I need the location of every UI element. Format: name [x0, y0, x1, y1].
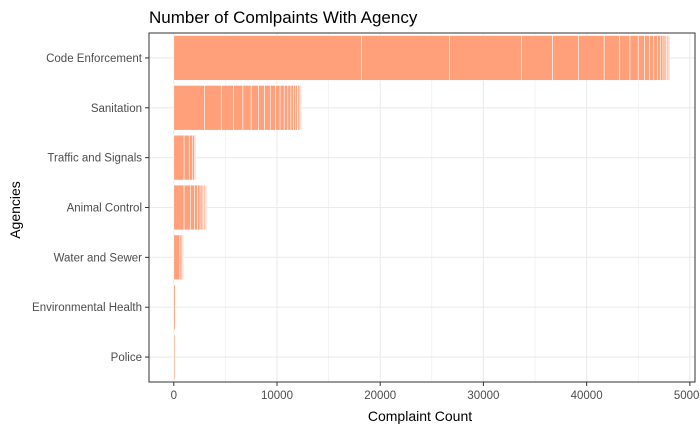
- bar-segment: [264, 85, 271, 131]
- bar-segment: [287, 85, 292, 131]
- bar-segment: [233, 85, 244, 131]
- y-axis-title: Agencies: [7, 181, 23, 239]
- bar-segment: [578, 35, 605, 81]
- bar-segment: [449, 35, 522, 81]
- bar-segment: [242, 85, 252, 131]
- x-tick-label: 0: [171, 390, 177, 402]
- x-tick-label: 10000: [261, 390, 293, 402]
- bar-segment: [649, 35, 655, 81]
- bar-segment: [173, 134, 185, 181]
- bar-segment: [173, 35, 362, 81]
- bar-segment: [521, 35, 553, 81]
- bar-segment: [194, 184, 198, 231]
- y-tick-label: Environmental Health: [32, 302, 142, 314]
- bar-segment: [619, 35, 631, 81]
- bar-segment: [173, 234, 181, 281]
- bar-segment: [195, 134, 197, 181]
- y-tick-label: Sanitation: [91, 103, 142, 115]
- bar-segment: [552, 35, 579, 81]
- bar-segment: [173, 334, 176, 380]
- bar-segment: [653, 35, 658, 81]
- bar-segment: [173, 184, 185, 231]
- bar-segment: [205, 184, 208, 231]
- x-axis-title: Complaint Count: [368, 408, 472, 424]
- x-tick-label: 20000: [364, 390, 396, 402]
- bar-segment: [290, 85, 294, 131]
- bar-segment: [300, 85, 302, 131]
- bar-segment: [258, 85, 265, 131]
- chart-title: Number of Comlpaints With Agency: [149, 8, 418, 27]
- bar-segment: [657, 35, 661, 81]
- bar-segment: [173, 284, 176, 330]
- bar-segment: [188, 134, 193, 181]
- bar-segment: [220, 85, 234, 131]
- bar-segment: [199, 184, 203, 231]
- bar-segment: [275, 85, 281, 131]
- bar-segment: [183, 184, 191, 231]
- y-tick-label: Police: [111, 352, 142, 364]
- bar-segment: [668, 35, 671, 81]
- bar-segment: [361, 35, 450, 81]
- bar-segment: [250, 85, 259, 131]
- grid-layer: [149, 33, 695, 382]
- bar-segment: [182, 234, 185, 281]
- bar-segment: [637, 35, 645, 81]
- x-tick-label: 50000: [674, 390, 700, 402]
- bar-segment: [204, 85, 222, 131]
- bar-segment: [179, 234, 183, 281]
- bar-segment: [197, 184, 201, 231]
- bars-layer: [173, 35, 671, 380]
- y-tick-label: Animal Control: [67, 203, 142, 215]
- bar-segment: [603, 35, 620, 81]
- bar-segment: [660, 35, 664, 81]
- bar-segment: [279, 85, 285, 131]
- axis-layer: 0 10000 20000 30000 40000 50000 Code Enforceme…: [32, 53, 700, 402]
- bar-segment: [662, 35, 666, 81]
- bar-segment: [192, 134, 195, 181]
- bar-segment: [189, 184, 195, 231]
- bar-segment: [293, 85, 297, 131]
- y-tick-label: Traffic and Signals: [47, 153, 142, 165]
- bar-segment: [173, 85, 206, 131]
- bar-segment: [269, 85, 276, 131]
- bar-segment: [629, 35, 639, 81]
- bar-segment: [283, 85, 289, 131]
- x-tick-label: 40000: [571, 390, 603, 402]
- x-tick-label: 30000: [467, 390, 499, 402]
- bar-segment: [644, 35, 650, 81]
- bar-segment: [183, 134, 190, 181]
- y-tick-label: Water and Sewer: [54, 252, 143, 264]
- y-tick-label: Code Enforcement: [46, 53, 143, 65]
